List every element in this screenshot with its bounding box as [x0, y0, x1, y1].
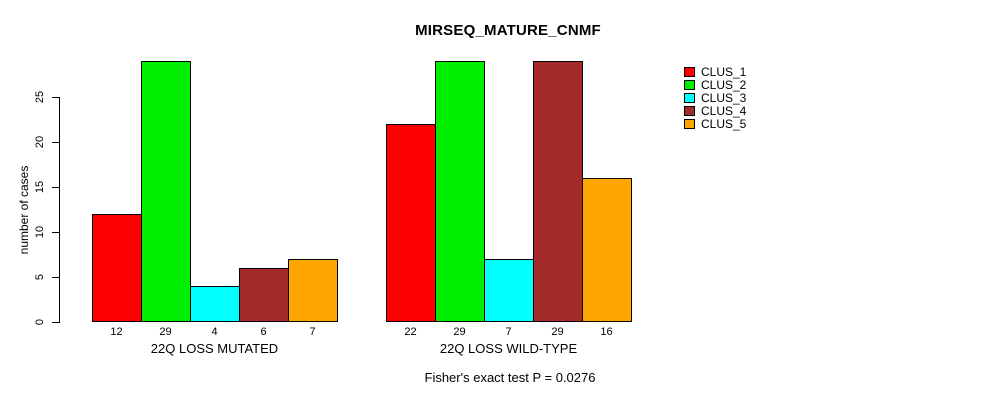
legend-label: CLUS_2 [701, 78, 747, 93]
chart-title: MIRSEQ_MATURE_CNMF [415, 22, 601, 39]
bar-clus_5-group2 [582, 178, 632, 322]
bar-value-label: 22 [404, 326, 417, 338]
bar-clus_2-group2 [435, 61, 485, 322]
legend-item: CLUS_4 [684, 104, 746, 117]
bar-clus_4-group1 [239, 268, 289, 322]
bar-value-label: 16 [600, 326, 613, 338]
y-axis-tick-label: 15 [34, 180, 46, 194]
legend-swatch-clus_1 [684, 67, 695, 78]
legend-label: CLUS_5 [701, 116, 747, 131]
legend: CLUS_1 CLUS_2 CLUS_3 CLUS_4 CLUS_5 [684, 66, 746, 130]
bar-value-label: 7 [309, 326, 316, 338]
legend-item: CLUS_3 [684, 92, 746, 105]
y-axis-line [59, 97, 60, 323]
bar-clus_5-group1 [288, 259, 338, 322]
y-axis-tick-label: 10 [34, 225, 46, 239]
bar-value-label: 29 [159, 326, 172, 338]
legend-item: CLUS_5 [684, 117, 746, 130]
y-axis-tick-label: 20 [34, 135, 46, 149]
bar-value-label: 7 [505, 326, 512, 338]
legend-item: CLUS_2 [684, 79, 746, 92]
bar-clus_1-group1 [92, 214, 142, 322]
y-axis-tick [52, 232, 59, 233]
bar-value-label: 4 [211, 326, 218, 338]
bar-clus_2-group1 [141, 61, 191, 322]
y-axis-tick [52, 187, 59, 188]
bar-value-label: 29 [551, 326, 564, 338]
legend-swatch-clus_2 [684, 80, 695, 91]
legend-label: CLUS_3 [701, 90, 747, 105]
bar-clus_3-group2 [484, 259, 534, 322]
y-axis-tick [52, 97, 59, 98]
legend-swatch-clus_3 [684, 92, 695, 103]
category-label: 22Q LOSS MUTATED [150, 341, 279, 356]
legend-swatch-clus_4 [684, 105, 695, 116]
y-axis-title: number of cases [17, 165, 31, 255]
bar-clus_1-group2 [386, 124, 436, 322]
y-axis-tick [52, 142, 59, 143]
bar-clus_3-group1 [190, 286, 240, 322]
y-axis-tick [52, 277, 59, 278]
y-axis-tick-label: 25 [34, 90, 46, 104]
legend-item: CLUS_1 [684, 66, 746, 79]
bar-value-label: 6 [260, 326, 267, 338]
y-axis-tick [52, 322, 59, 323]
bar-value-label: 12 [110, 326, 123, 338]
legend-swatch-clus_5 [684, 118, 695, 129]
legend-label: CLUS_4 [701, 103, 747, 118]
bar-value-label: 29 [453, 326, 466, 338]
category-label: 22Q LOSS WILD-TYPE [439, 341, 578, 356]
legend-label: CLUS_1 [701, 65, 747, 80]
y-axis-tick-label: 0 [34, 318, 46, 326]
annotation-text: Fisher's exact test P = 0.0276 [424, 370, 596, 385]
y-axis-tick-label: 5 [34, 273, 46, 281]
bar-clus_4-group2 [533, 61, 583, 322]
